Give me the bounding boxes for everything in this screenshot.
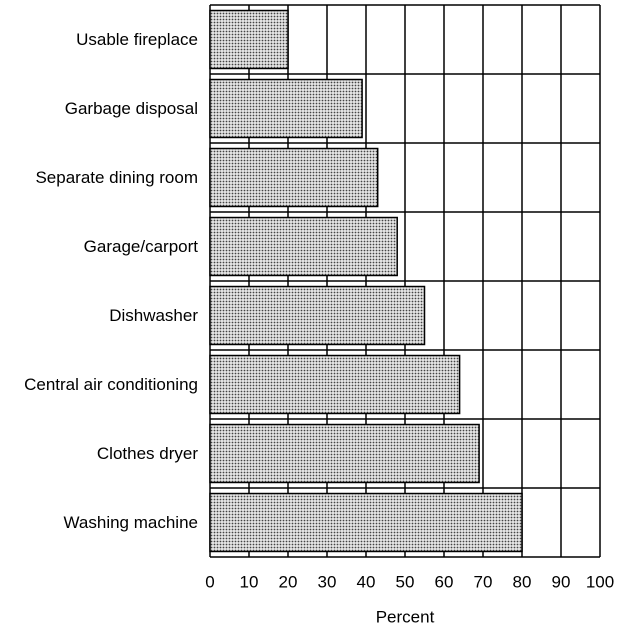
y-tick-label: Dishwasher — [109, 305, 198, 325]
y-tick-label: Separate dining room — [35, 167, 198, 187]
x-tick-label: 50 — [396, 572, 415, 591]
x-tick-label: 20 — [279, 572, 298, 591]
x-axis-label: Percent — [376, 607, 435, 626]
x-tick-label: 30 — [318, 572, 337, 591]
x-tick-label: 80 — [513, 572, 532, 591]
bar — [209, 78, 363, 139]
x-tick-label: 40 — [357, 572, 376, 591]
x-tick-label: 100 — [586, 572, 614, 591]
x-tick-label: 70 — [474, 572, 493, 591]
x-tick-label: 90 — [552, 572, 571, 591]
y-tick-label: Washing machine — [63, 512, 199, 532]
x-tick-label: 0 — [205, 572, 214, 591]
bar — [209, 423, 480, 484]
bar — [209, 492, 523, 553]
y-tick-label: Central air conditioning — [24, 374, 198, 394]
x-tick-label: 60 — [435, 572, 454, 591]
y-tick-label: Garage/carport — [83, 236, 198, 256]
x-tick-label: 10 — [240, 572, 259, 591]
bar — [209, 354, 461, 415]
bar — [209, 285, 426, 346]
y-tick-label: Garbage disposal — [64, 98, 198, 118]
bar — [209, 147, 379, 208]
bar — [209, 216, 398, 277]
bar — [209, 9, 289, 70]
y-tick-label: Clothes dryer — [96, 443, 198, 463]
y-tick-label: Usable fireplace — [76, 29, 198, 49]
